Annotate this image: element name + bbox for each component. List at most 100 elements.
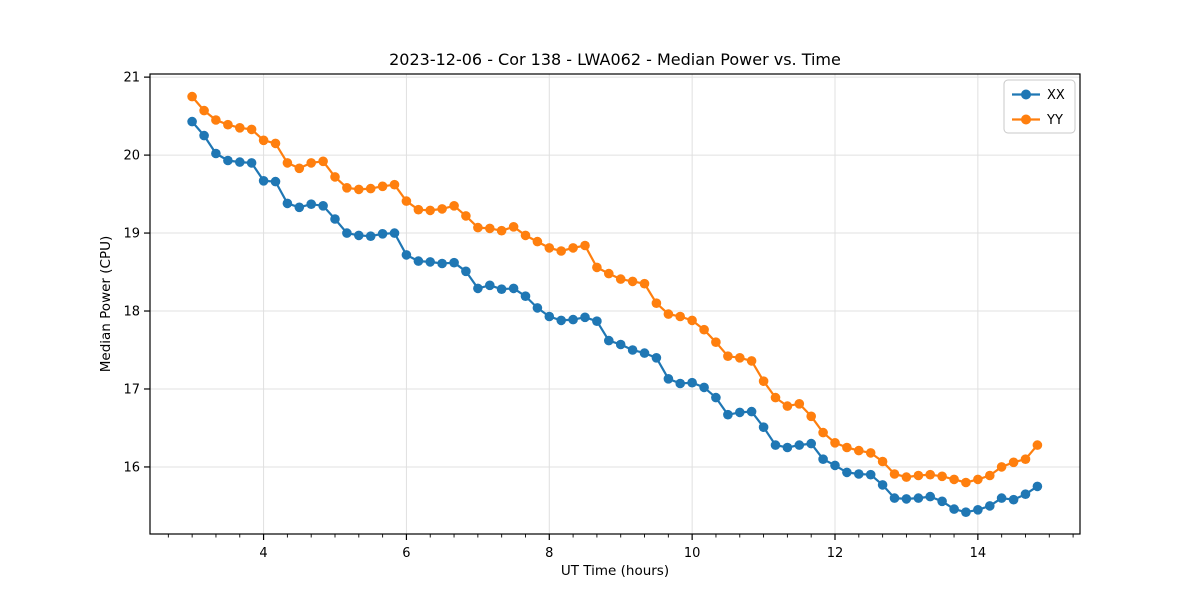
data-point bbox=[199, 130, 209, 141]
data-point bbox=[663, 374, 674, 384]
data-point bbox=[508, 222, 519, 232]
data-point bbox=[937, 471, 947, 482]
x-tick-label: 10 bbox=[684, 546, 701, 561]
data-point bbox=[687, 377, 697, 388]
data-point bbox=[675, 311, 685, 322]
y-tick-label: 19 bbox=[123, 227, 140, 242]
data-point bbox=[985, 470, 995, 481]
data-point bbox=[258, 176, 269, 186]
x-tick-label: 6 bbox=[402, 546, 410, 561]
data-point bbox=[913, 470, 924, 481]
legend-label: YY bbox=[1046, 113, 1063, 128]
data-point bbox=[544, 243, 555, 253]
data-point bbox=[711, 337, 721, 348]
data-point bbox=[806, 411, 816, 422]
series-YY bbox=[187, 91, 1043, 488]
data-point bbox=[354, 230, 364, 241]
data-point bbox=[651, 353, 662, 363]
data-point bbox=[425, 205, 436, 216]
data-point bbox=[318, 201, 328, 211]
data-point bbox=[365, 183, 376, 194]
gridlines bbox=[150, 74, 1080, 534]
data-point bbox=[830, 460, 840, 471]
data-point bbox=[758, 376, 769, 387]
data-point bbox=[687, 315, 697, 326]
data-point bbox=[842, 467, 852, 478]
data-point bbox=[925, 469, 935, 480]
legend: XX YY bbox=[1003, 79, 1076, 134]
data-point bbox=[782, 442, 793, 453]
data-point bbox=[437, 258, 447, 269]
data-point bbox=[246, 158, 257, 168]
x-tick-label: 14 bbox=[970, 546, 987, 561]
data-point bbox=[604, 335, 614, 346]
chart-title: 2023-12-06 - Cor 138 - LWA062 - Median P… bbox=[389, 50, 841, 69]
data-point bbox=[746, 406, 757, 417]
data-point bbox=[746, 356, 757, 366]
data-point bbox=[806, 438, 816, 449]
data-point bbox=[877, 480, 888, 490]
legend-marker bbox=[1021, 89, 1031, 100]
x-axis-label: UT Time (hours) bbox=[561, 563, 669, 579]
data-point bbox=[1032, 481, 1043, 492]
data-point bbox=[389, 179, 400, 190]
data-point bbox=[223, 155, 233, 166]
data-point bbox=[473, 283, 483, 294]
legend-marker bbox=[1021, 114, 1031, 125]
data-point bbox=[401, 196, 412, 206]
data-point bbox=[818, 427, 828, 438]
axes-spines bbox=[149, 73, 1081, 535]
data-point bbox=[330, 214, 340, 224]
data-point bbox=[723, 351, 733, 362]
data-point bbox=[496, 225, 507, 236]
legend-label: XX bbox=[1047, 88, 1065, 103]
data-point bbox=[211, 148, 221, 159]
data-point bbox=[639, 278, 650, 289]
data-point bbox=[711, 392, 721, 403]
data-point bbox=[937, 496, 947, 507]
data-point bbox=[389, 228, 400, 238]
data-point bbox=[615, 274, 626, 284]
data-point bbox=[365, 231, 376, 241]
data-point bbox=[270, 138, 281, 149]
axis-ticks: 4 6 8 10 12 14 16 17 18 19 20 21 bbox=[123, 71, 1074, 561]
data-point bbox=[520, 230, 531, 241]
data-point bbox=[770, 440, 781, 450]
data-point bbox=[794, 440, 805, 450]
data-point bbox=[532, 236, 543, 247]
data-point bbox=[413, 256, 424, 266]
data-point bbox=[913, 493, 924, 503]
data-point bbox=[973, 474, 983, 485]
data-point bbox=[1032, 440, 1043, 450]
data-point bbox=[675, 378, 685, 389]
data-point bbox=[758, 422, 769, 433]
series-XX bbox=[187, 116, 1043, 517]
data-point bbox=[377, 229, 388, 239]
data-point bbox=[615, 339, 626, 350]
data-point bbox=[413, 204, 424, 215]
y-tick-label: 20 bbox=[123, 149, 140, 164]
data-point bbox=[342, 183, 352, 193]
data-point bbox=[449, 201, 459, 211]
data-point bbox=[270, 176, 281, 187]
data-point bbox=[770, 392, 781, 403]
data-point bbox=[794, 399, 805, 409]
data-point bbox=[961, 477, 971, 488]
data-point bbox=[496, 284, 507, 295]
data-point bbox=[949, 474, 959, 485]
data-point bbox=[282, 198, 293, 209]
data-point bbox=[568, 243, 578, 253]
data-point bbox=[568, 314, 578, 325]
data-point bbox=[842, 442, 852, 453]
data-point bbox=[580, 312, 590, 323]
data-point bbox=[306, 199, 317, 209]
data-point bbox=[282, 158, 293, 168]
data-point bbox=[508, 283, 519, 294]
data-point bbox=[961, 507, 971, 517]
x-tick-label: 4 bbox=[259, 546, 267, 561]
data-point bbox=[354, 184, 364, 195]
data-point bbox=[437, 204, 447, 214]
data-point bbox=[306, 158, 317, 168]
data-point bbox=[651, 298, 662, 309]
data-point bbox=[1020, 489, 1031, 500]
